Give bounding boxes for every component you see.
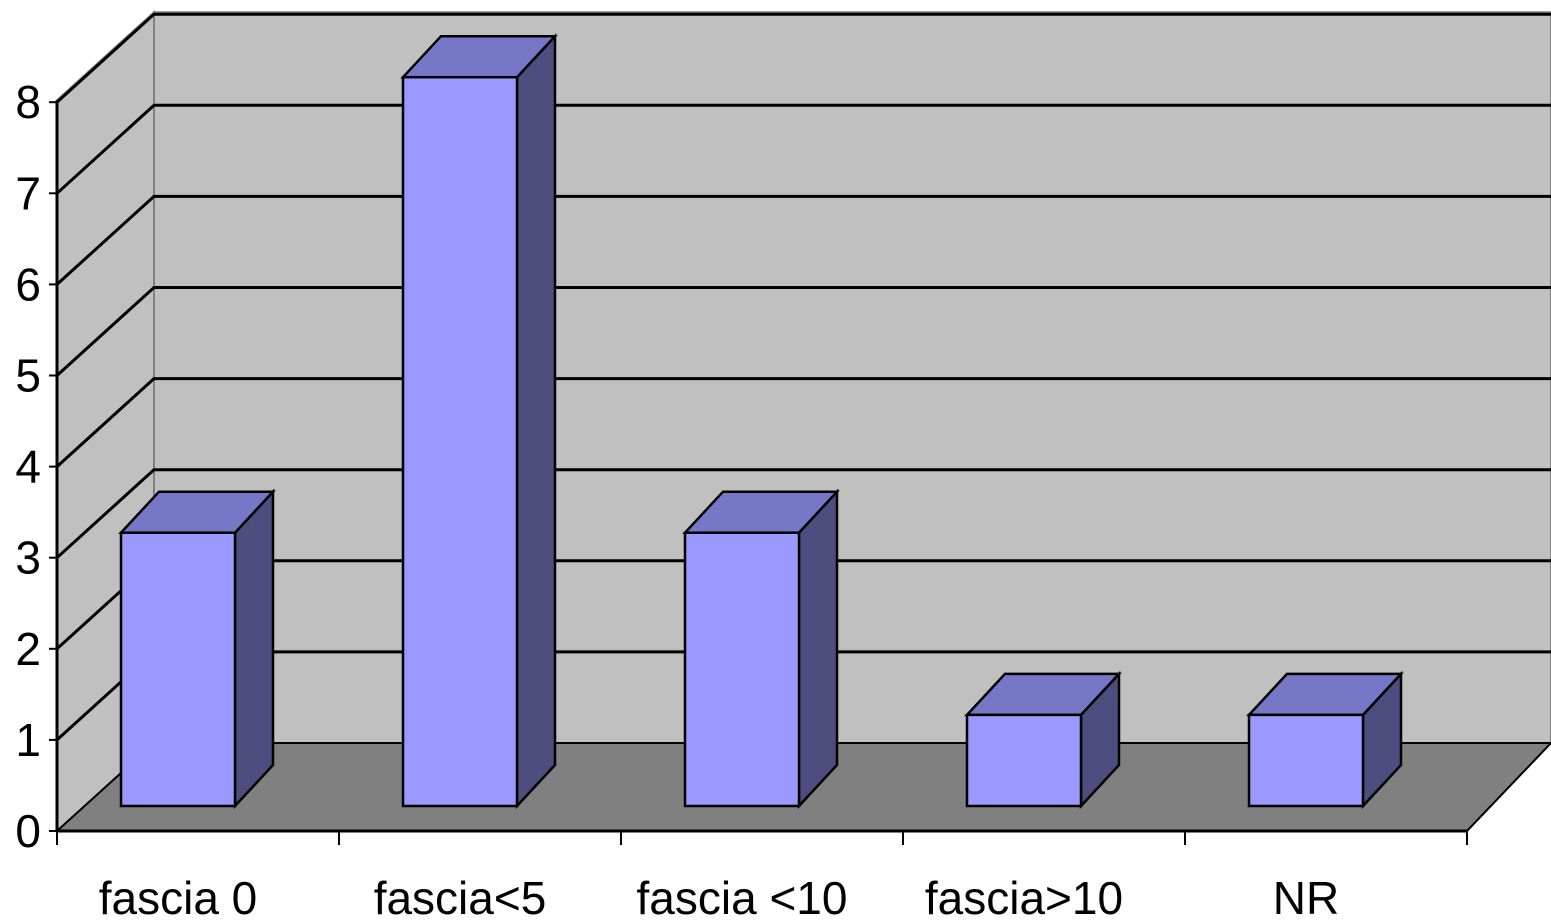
y-tick-label: 7	[15, 167, 41, 219]
y-tick-label: 6	[15, 258, 41, 310]
bar-side	[797, 488, 839, 810]
bar	[401, 75, 519, 808]
y-tick-label: 3	[15, 532, 41, 584]
y-tick-label: 5	[15, 350, 41, 402]
bars	[118, 33, 1404, 810]
bar-side	[233, 488, 275, 810]
bar	[119, 531, 237, 808]
y-tick-label: 8	[15, 76, 41, 128]
y-tick-label: 1	[15, 714, 41, 766]
x-category-label: fascia <10	[637, 872, 848, 921]
bar	[683, 531, 801, 808]
x-category-label: fascia 0	[99, 872, 258, 921]
gridline	[55, 194, 1551, 286]
axes	[49, 100, 1468, 845]
gridline	[55, 286, 1551, 377]
y-tick-label: 2	[15, 623, 41, 675]
gridline	[55, 377, 1551, 468]
bar	[1247, 713, 1365, 808]
gridlines	[55, 12, 1551, 742]
y-tick-label: 4	[15, 441, 41, 493]
gridline	[55, 12, 1551, 104]
bar-side	[515, 33, 557, 810]
x-category-label: fascia<5	[374, 872, 547, 921]
y-tick-label: 0	[15, 805, 41, 857]
x-category-label: NR	[1273, 872, 1339, 921]
gridline	[55, 468, 1551, 559]
gridline	[55, 103, 1551, 195]
x-category-label: fascia>10	[925, 872, 1123, 921]
y-tick-labels: 0 1 2 3 4 5 6 7 8	[15, 76, 41, 857]
x-category-labels: fascia 0 fascia<5 fascia <10 fascia>10 NR	[99, 872, 1339, 921]
bar	[965, 713, 1083, 808]
